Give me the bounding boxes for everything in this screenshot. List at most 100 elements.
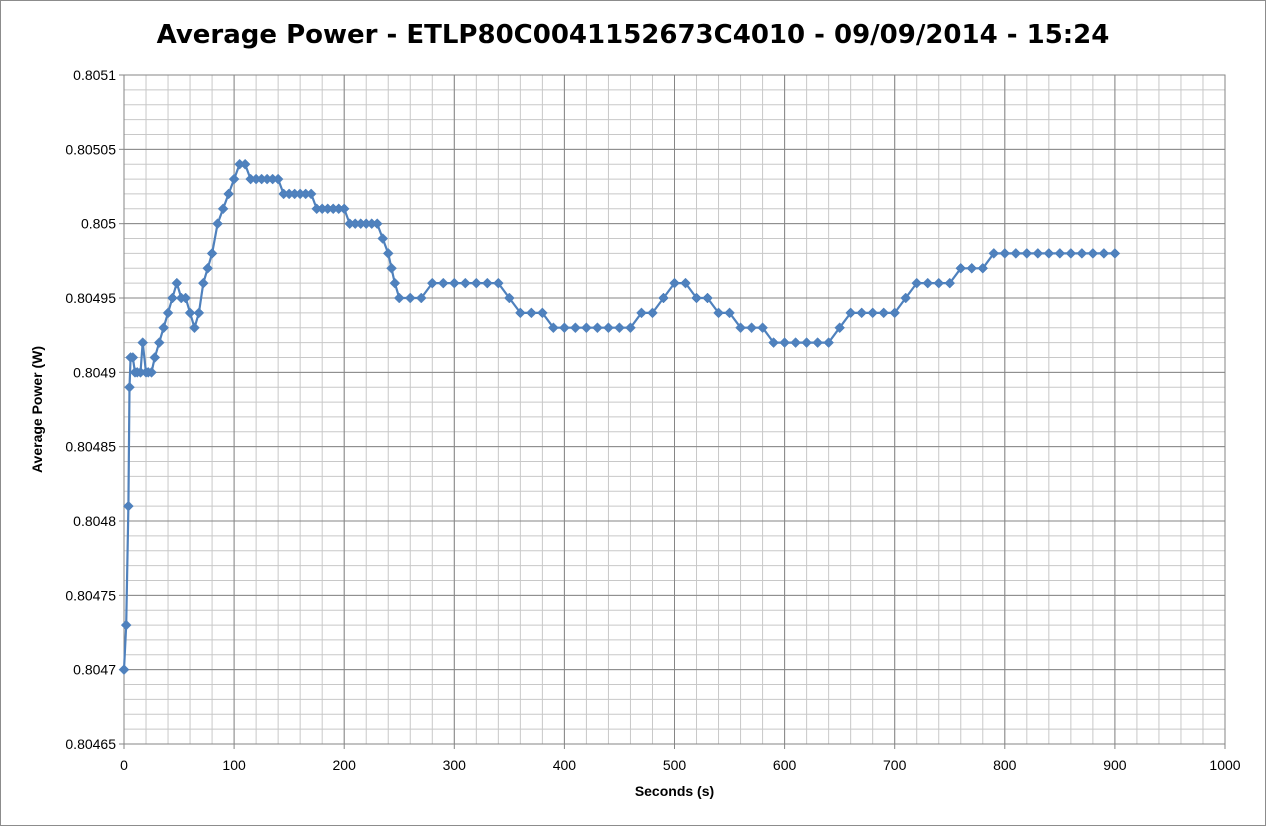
data-point xyxy=(503,292,515,304)
x-tick-labels: 0 100 200 300 400 500 600 700 800 900 1000 xyxy=(120,757,1241,773)
chart-title: Average Power - ETLP80C0041152673C4010 -… xyxy=(156,20,1110,50)
y-tick-label: 0.80485 xyxy=(65,439,116,455)
data-point xyxy=(426,277,438,289)
data-point xyxy=(548,322,559,334)
data-point xyxy=(184,307,196,319)
y-tick-labels: 0.80465 0.8047 0.80475 0.8048 0.80485 0.8049 0… xyxy=(65,67,116,752)
data-point xyxy=(526,307,537,319)
data-point xyxy=(415,292,427,304)
data-point xyxy=(1076,248,1088,259)
data-point xyxy=(167,292,178,304)
y-tick-label: 0.80495 xyxy=(65,290,116,306)
y-tick-label: 0.80505 xyxy=(65,141,116,157)
data-point xyxy=(1010,248,1022,259)
data-point xyxy=(812,337,823,348)
data-point xyxy=(625,322,636,334)
data-point xyxy=(137,337,149,348)
data-point xyxy=(977,262,989,274)
data-point xyxy=(537,307,548,319)
data-point xyxy=(393,292,405,304)
x-tick-label: 200 xyxy=(333,757,357,773)
x-tick-label: 0 xyxy=(120,757,128,773)
data-point xyxy=(386,262,397,274)
data-point xyxy=(647,307,658,319)
data-point xyxy=(515,307,526,319)
data-point xyxy=(223,188,234,200)
data-point xyxy=(966,262,978,274)
data-point xyxy=(922,277,934,289)
data-point xyxy=(1043,248,1055,259)
data-point xyxy=(180,292,192,304)
data-point xyxy=(658,292,669,304)
data-point xyxy=(492,277,504,289)
data-point xyxy=(878,307,890,319)
data-point xyxy=(735,322,746,334)
x-tick-label: 100 xyxy=(222,757,246,773)
data-point xyxy=(228,173,240,185)
data-point xyxy=(614,322,625,334)
data-point xyxy=(212,218,223,230)
data-point xyxy=(1032,248,1044,259)
data-point xyxy=(120,619,132,631)
data-point xyxy=(371,218,383,230)
data-point xyxy=(834,322,846,334)
data-point xyxy=(124,381,135,393)
data-point xyxy=(724,307,735,319)
data-point xyxy=(162,307,174,319)
data-point xyxy=(911,277,923,289)
x-tick-label: 700 xyxy=(883,757,907,773)
data-point xyxy=(1087,248,1099,259)
data-point xyxy=(146,366,157,378)
data-point xyxy=(779,337,790,348)
data-point xyxy=(900,292,912,304)
x-tick-label: 900 xyxy=(1103,757,1127,773)
data-point xyxy=(592,322,603,334)
data-point xyxy=(944,277,956,289)
data-point xyxy=(999,248,1011,259)
data-point xyxy=(389,277,401,289)
data-point xyxy=(790,337,801,348)
data-point xyxy=(239,158,251,170)
data-point xyxy=(272,173,284,185)
data-point xyxy=(988,248,1000,259)
y-tick-label: 0.8051 xyxy=(73,67,116,83)
data-point xyxy=(1054,248,1066,259)
data-point xyxy=(845,307,857,319)
x-tick-label: 1000 xyxy=(1209,757,1240,773)
data-point xyxy=(801,337,812,348)
data-point xyxy=(559,322,570,334)
y-tick-label: 0.805 xyxy=(81,216,116,232)
data-point xyxy=(856,307,868,319)
data-point xyxy=(193,307,205,319)
data-point xyxy=(437,277,449,289)
data-point xyxy=(149,352,161,363)
data-point xyxy=(382,248,394,259)
y-tick-label: 0.8048 xyxy=(73,513,116,529)
data-point xyxy=(206,248,218,259)
y-tick-label: 0.8047 xyxy=(73,662,116,678)
x-axis-label: Seconds (s) xyxy=(635,783,714,799)
data-point xyxy=(581,322,592,334)
y-tick-label: 0.8049 xyxy=(73,364,116,380)
data-point xyxy=(636,307,647,319)
data-point xyxy=(481,277,493,289)
data-point xyxy=(823,337,834,348)
data-point xyxy=(202,262,214,274)
data-point xyxy=(680,277,691,289)
data-point xyxy=(189,322,200,334)
data-series xyxy=(118,158,1121,676)
data-point xyxy=(158,322,169,334)
data-point xyxy=(889,307,901,319)
data-point xyxy=(867,307,879,319)
data-point xyxy=(1109,248,1121,259)
data-point xyxy=(377,233,389,244)
data-point xyxy=(153,337,165,348)
data-point xyxy=(470,277,482,289)
data-point xyxy=(127,352,139,363)
data-point xyxy=(1021,248,1033,259)
data-point xyxy=(1065,248,1077,259)
major-gridlines xyxy=(123,74,1226,745)
y-tick-label: 0.80465 xyxy=(65,736,116,752)
